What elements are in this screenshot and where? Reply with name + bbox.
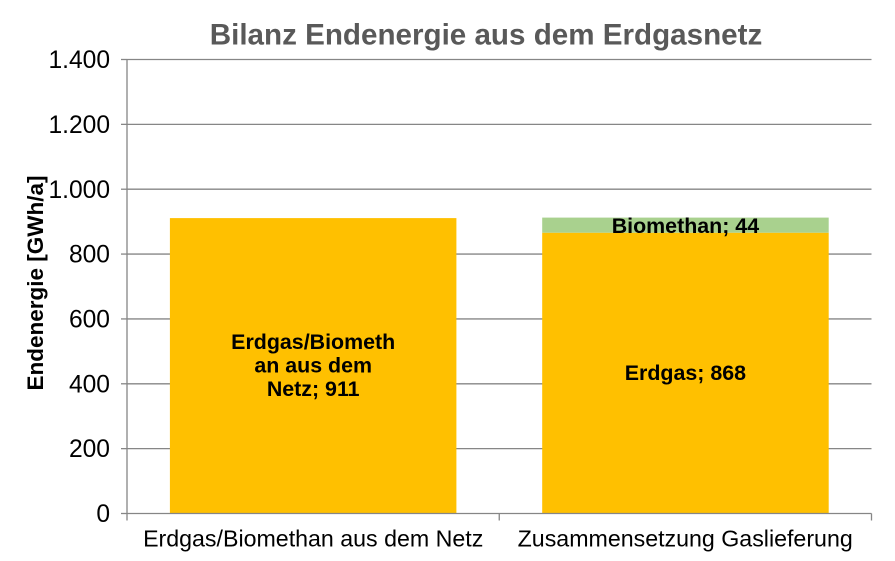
svg-text:600: 600	[69, 307, 110, 334]
svg-text:Zusammensetzung Gaslieferung: Zusammensetzung Gaslieferung	[518, 526, 853, 552]
svg-text:1.400: 1.400	[48, 47, 110, 74]
svg-text:Bilanz Endenergie aus dem Erdg: Bilanz Endenergie aus dem Erdgasnetz	[210, 18, 763, 51]
svg-text:Erdgas/Biometh: Erdgas/Biometh	[231, 330, 395, 354]
svg-text:an aus dem: an aus dem	[254, 354, 372, 378]
svg-text:Erdgas; 868: Erdgas; 868	[625, 361, 746, 385]
svg-text:Netz; 911: Netz; 911	[267, 377, 360, 401]
svg-text:800: 800	[69, 242, 110, 269]
svg-text:200: 200	[69, 436, 110, 463]
svg-text:1.200: 1.200	[48, 112, 110, 139]
svg-text:Biomethan; 44: Biomethan; 44	[612, 214, 759, 238]
svg-text:0: 0	[96, 501, 110, 528]
svg-text:Endenergie [GWh/a]: Endenergie [GWh/a]	[23, 175, 48, 390]
svg-text:400: 400	[69, 371, 110, 398]
svg-text:1.000: 1.000	[48, 177, 110, 204]
svg-text:Erdgas/Biomethan aus dem Netz: Erdgas/Biomethan aus dem Netz	[143, 526, 483, 552]
